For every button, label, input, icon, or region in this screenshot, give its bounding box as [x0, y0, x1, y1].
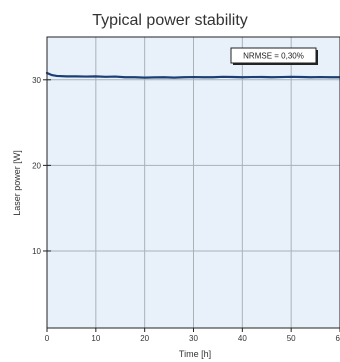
x-tick-label-20: 20	[140, 334, 149, 343]
y-tick-label-20: 20	[32, 161, 41, 170]
y-axis-label: Laser power [W]	[12, 150, 22, 216]
y-tick-label-10: 10	[32, 247, 41, 256]
y-axis-ticks: 10 20 30	[32, 76, 51, 256]
x-axis-label: Time [h]	[179, 349, 211, 359]
x-tick-label-30: 30	[189, 334, 198, 343]
y-tick-label-30: 30	[32, 76, 41, 85]
grid-lines	[47, 37, 340, 328]
x-tick-label-40: 40	[238, 334, 247, 343]
x-axis-ticks: 0 10 20 30 40 50 60	[45, 328, 340, 343]
series-line-0	[45, 71, 340, 79]
x-tick-label-0: 0	[45, 334, 50, 343]
nrmse-annotation: NRMSE = 0,30%	[230, 47, 318, 65]
nrmse-annotation-text: NRMSE = 0,30%	[243, 52, 304, 61]
x-tick-label-50: 50	[287, 334, 296, 343]
chart-title: Typical power stability	[92, 12, 248, 29]
x-tick-label-60: 60	[336, 334, 340, 343]
x-tick-label-10: 10	[91, 334, 100, 343]
series-group	[45, 71, 340, 79]
